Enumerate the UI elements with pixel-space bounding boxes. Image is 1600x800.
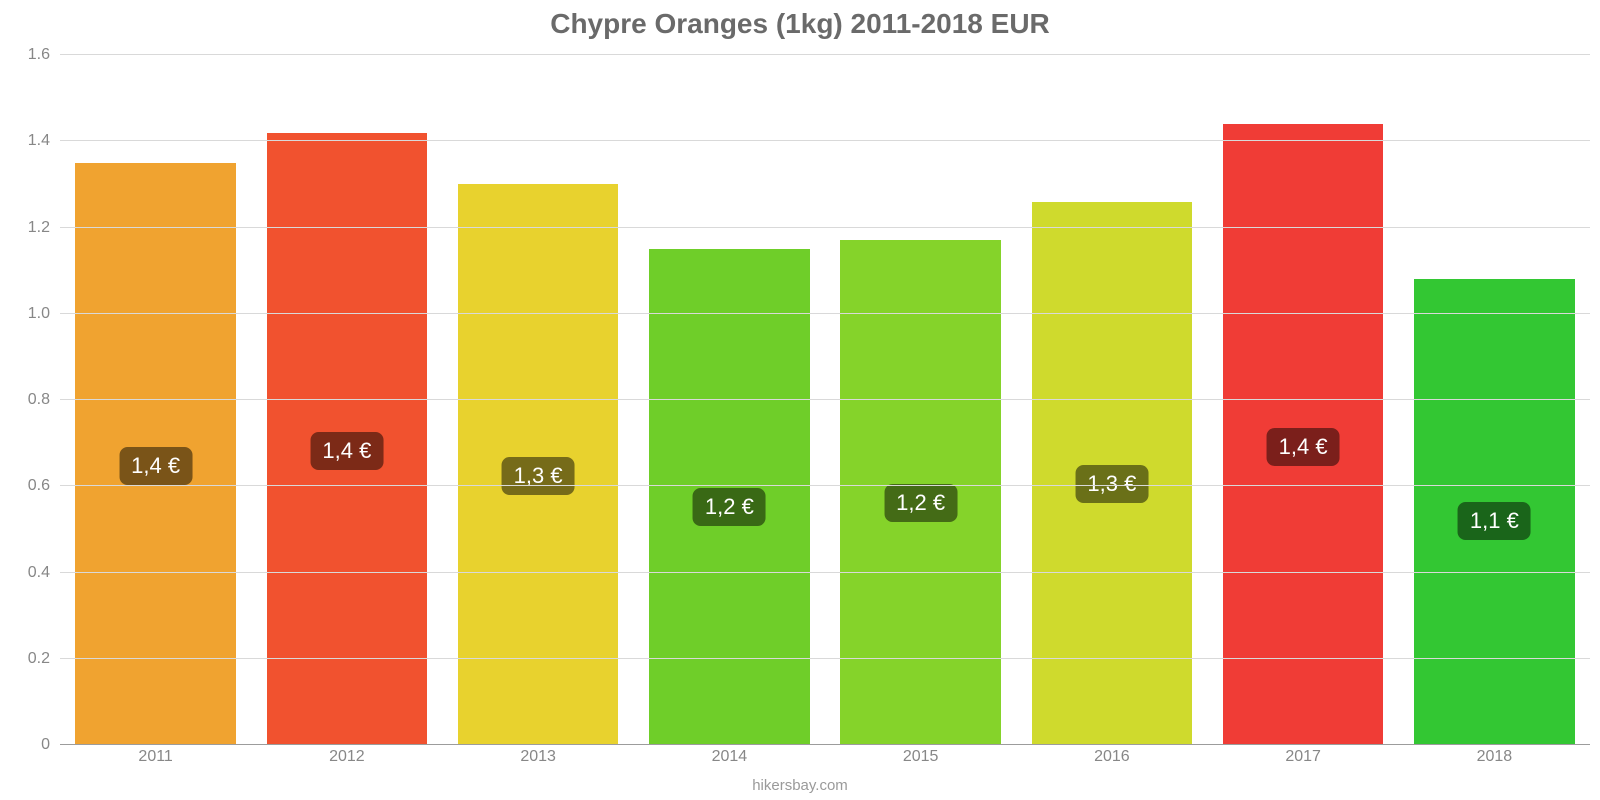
value-badge: 1,4 € xyxy=(1267,428,1340,466)
x-tick-label: 2011 xyxy=(60,748,251,766)
value-badge: 1,1 € xyxy=(1458,502,1531,540)
x-tick-label: 2018 xyxy=(1399,748,1590,766)
gridline xyxy=(60,54,1590,55)
bar-slot: 1,4 € xyxy=(251,55,442,745)
bar: 1,4 € xyxy=(1223,124,1384,745)
bar-slot: 1,4 € xyxy=(60,55,251,745)
x-axis-labels: 20112012201320142015201620172018 xyxy=(60,748,1590,766)
value-badge: 1,3 € xyxy=(502,457,575,495)
x-tick-label: 2013 xyxy=(443,748,634,766)
value-badge: 1,2 € xyxy=(693,488,766,526)
gridline xyxy=(60,399,1590,400)
y-tick-label: 0.8 xyxy=(10,391,50,409)
x-tick-label: 2014 xyxy=(634,748,825,766)
bar-slot: 1,2 € xyxy=(634,55,825,745)
y-tick-label: 0.4 xyxy=(10,564,50,582)
bars-group: 1,4 € 1,4 € 1,3 € 1,2 € 1,2 € 1,3 € 1,4 € 1,1 € xyxy=(60,55,1590,745)
bar: 1,2 € xyxy=(649,249,810,745)
bar: 1,3 € xyxy=(458,184,619,745)
bar-slot: 1,3 € xyxy=(1016,55,1207,745)
y-tick-label: 0 xyxy=(10,736,50,754)
gridline xyxy=(60,744,1590,745)
value-badge: 1,2 € xyxy=(884,484,957,522)
x-tick-label: 2017 xyxy=(1208,748,1399,766)
value-badge: 1,4 € xyxy=(119,447,192,485)
y-tick-label: 0.2 xyxy=(10,650,50,668)
gridline xyxy=(60,227,1590,228)
x-tick-label: 2012 xyxy=(251,748,442,766)
bar-slot: 1,2 € xyxy=(825,55,1016,745)
y-tick-label: 1.4 xyxy=(10,132,50,150)
bar-slot: 1,4 € xyxy=(1208,55,1399,745)
x-tick-label: 2015 xyxy=(825,748,1016,766)
bar: 1,2 € xyxy=(840,240,1001,745)
value-badge: 1,3 € xyxy=(1075,465,1148,503)
x-tick-label: 2016 xyxy=(1016,748,1207,766)
gridline xyxy=(60,313,1590,314)
plot-area: 1,4 € 1,4 € 1,3 € 1,2 € 1,2 € 1,3 € 1,4 € 1,1 €… xyxy=(60,55,1590,745)
bar: 1,4 € xyxy=(267,133,428,745)
y-tick-label: 1.2 xyxy=(10,219,50,237)
chart-container: Chypre Oranges (1kg) 2011-2018 EUR 1,4 €… xyxy=(0,0,1600,800)
chart-title: Chypre Oranges (1kg) 2011-2018 EUR xyxy=(0,8,1600,40)
gridline xyxy=(60,140,1590,141)
bar: 1,3 € xyxy=(1032,202,1193,745)
gridline xyxy=(60,658,1590,659)
y-tick-label: 0.6 xyxy=(10,477,50,495)
gridline xyxy=(60,485,1590,486)
bar-slot: 1,1 € xyxy=(1399,55,1590,745)
gridline xyxy=(60,572,1590,573)
bar: 1,1 € xyxy=(1414,279,1575,745)
value-badge: 1,4 € xyxy=(310,432,383,470)
bar-slot: 1,3 € xyxy=(443,55,634,745)
y-tick-label: 1.6 xyxy=(10,46,50,64)
attribution-text: hikersbay.com xyxy=(0,777,1600,794)
y-tick-label: 1.0 xyxy=(10,305,50,323)
